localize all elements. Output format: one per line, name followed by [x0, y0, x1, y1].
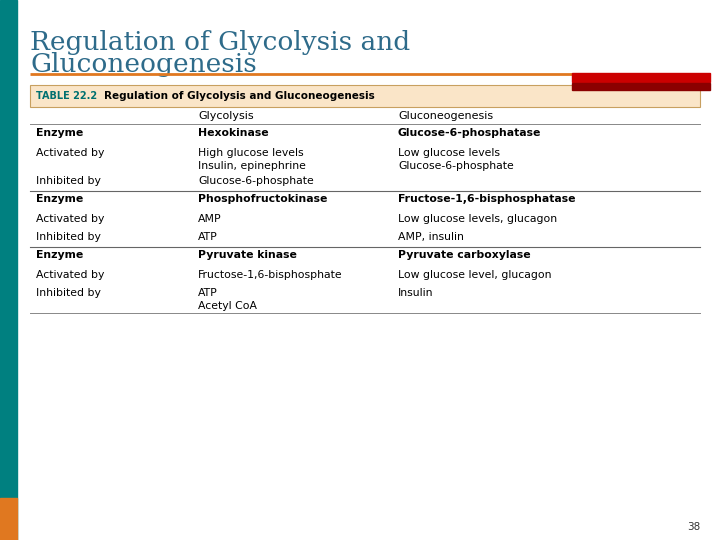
Text: Glycolysis: Glycolysis — [198, 111, 253, 121]
Text: Low glucose levels
Glucose-6-phosphate: Low glucose levels Glucose-6-phosphate — [398, 148, 514, 171]
Text: Glucose-6-phosphatase: Glucose-6-phosphatase — [398, 128, 541, 138]
Text: ATP
Acetyl CoA: ATP Acetyl CoA — [198, 288, 257, 311]
Text: Regulation of Glycolysis and: Regulation of Glycolysis and — [30, 30, 410, 55]
Text: 38: 38 — [687, 522, 700, 532]
Text: Phosphofructokinase: Phosphofructokinase — [198, 194, 328, 204]
Text: Glucose-6-phosphate: Glucose-6-phosphate — [198, 176, 314, 186]
Text: Enzyme: Enzyme — [36, 128, 84, 138]
Text: Pyruvate kinase: Pyruvate kinase — [198, 250, 297, 260]
Text: Fructose-1,6-bisphosphate: Fructose-1,6-bisphosphate — [198, 270, 343, 280]
Text: Low glucose level, glucagon: Low glucose level, glucagon — [398, 270, 552, 280]
Bar — [572, 73, 710, 82]
Text: Inhibited by: Inhibited by — [36, 288, 101, 298]
Text: Activated by: Activated by — [36, 148, 104, 158]
Bar — [30, 85, 700, 107]
Text: Gluconeogenesis: Gluconeogenesis — [398, 111, 493, 121]
Text: Fructose-1,6-bisphosphatase: Fructose-1,6-bisphosphatase — [398, 194, 575, 204]
Text: Activated by: Activated by — [36, 270, 104, 280]
Text: TABLE 22.2: TABLE 22.2 — [36, 91, 97, 101]
Bar — [0, 0, 17, 540]
Bar — [572, 83, 710, 90]
Text: ATP: ATP — [198, 232, 217, 242]
Text: Inhibited by: Inhibited by — [36, 232, 101, 242]
Text: Hexokinase: Hexokinase — [198, 128, 269, 138]
Text: Inhibited by: Inhibited by — [36, 176, 101, 186]
Text: Low glucose levels, glucagon: Low glucose levels, glucagon — [398, 214, 557, 224]
Text: Insulin: Insulin — [398, 288, 433, 298]
Text: AMP, insulin: AMP, insulin — [398, 232, 464, 242]
Text: Gluconeogenesis: Gluconeogenesis — [30, 52, 257, 77]
Text: Pyruvate carboxylase: Pyruvate carboxylase — [398, 250, 531, 260]
Text: High glucose levels
Insulin, epinephrine: High glucose levels Insulin, epinephrine — [198, 148, 306, 171]
Text: Enzyme: Enzyme — [36, 194, 84, 204]
Text: Enzyme: Enzyme — [36, 250, 84, 260]
Bar — [0, 498, 17, 540]
Text: Activated by: Activated by — [36, 214, 104, 224]
Text: AMP: AMP — [198, 214, 222, 224]
Text: Regulation of Glycolysis and Gluconeogenesis: Regulation of Glycolysis and Gluconeogen… — [104, 91, 374, 101]
